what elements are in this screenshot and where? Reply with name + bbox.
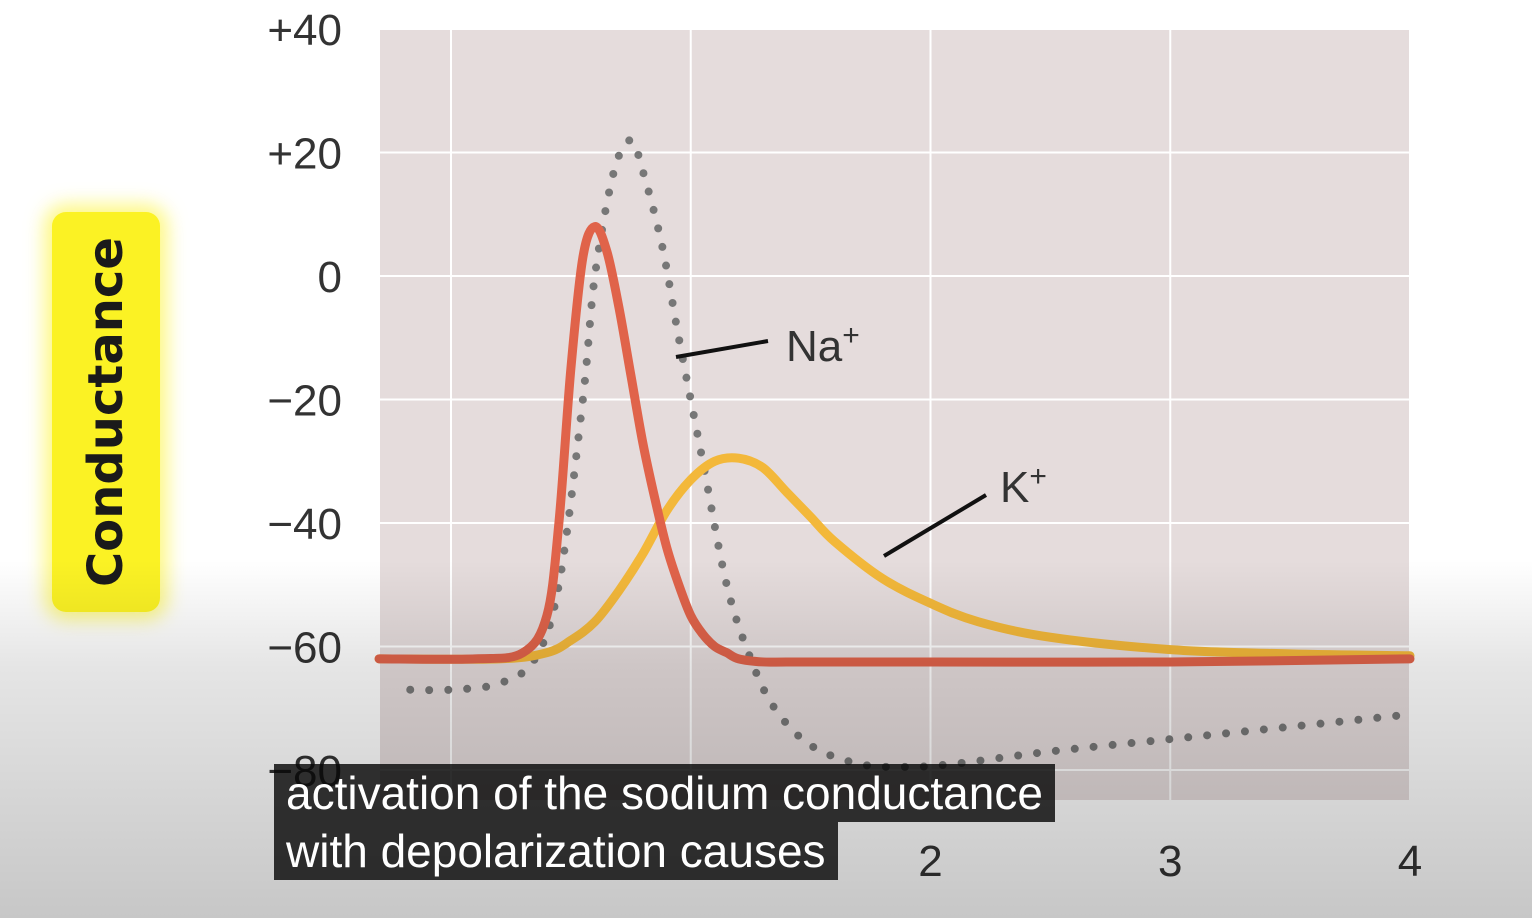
x-tick-label: 2 [918, 837, 942, 886]
na-leader-line [675, 339, 769, 359]
y-tick-label: 0 [318, 253, 342, 302]
na-label: Na+ [786, 319, 860, 371]
y-tick-label: −40 [267, 500, 342, 549]
ylabel-highlight [52, 212, 160, 612]
series-lines [374, 136, 1415, 771]
y-tick-label: +20 [267, 130, 342, 179]
series-line-dotted [406, 136, 1414, 771]
annotations: Na+ K+ [675, 319, 1047, 558]
plot-background [380, 28, 1410, 800]
y-tick-label: +40 [267, 6, 342, 55]
series-line-k [374, 453, 1415, 664]
y-tick-label: −20 [267, 377, 342, 426]
x-tick-label: 4 [1398, 837, 1422, 886]
x-tick-label: 3 [1158, 837, 1182, 886]
series-line-na [374, 222, 1415, 667]
caption-line-1: activation of the sodium conductance [274, 764, 1055, 822]
y-tick-label: −60 [267, 624, 342, 673]
k-label: K+ [1000, 460, 1047, 512]
caption-line-2: with depolarization causes [274, 822, 838, 880]
k-leader-line [882, 493, 988, 558]
